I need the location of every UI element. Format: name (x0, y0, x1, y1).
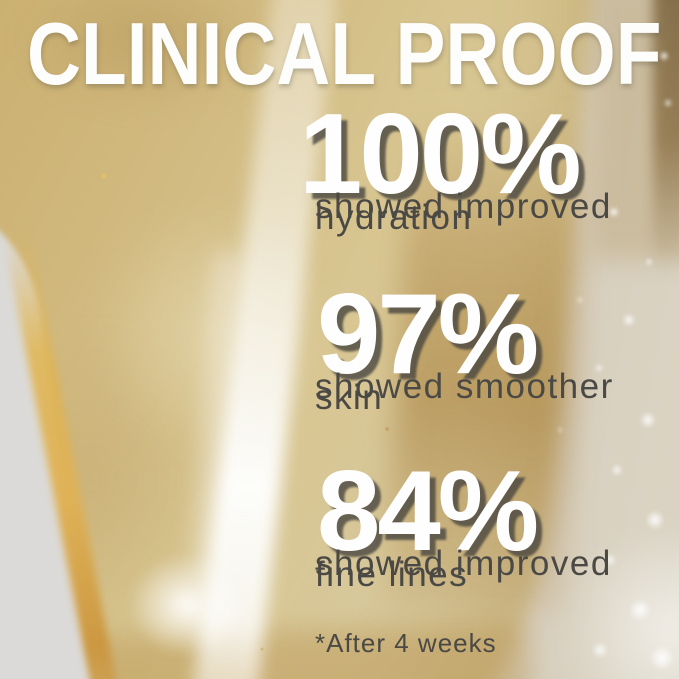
stat-description-line: showed improved (315, 544, 612, 583)
page-title: CLINICAL PROOF (27, 4, 662, 103)
stat-description-line: fine lines (315, 555, 469, 594)
stat-value: 84% (317, 448, 539, 575)
stat-description-line: showed smoother (315, 367, 614, 406)
stat-smoother-skin: 97% showed smoother skin (315, 271, 675, 417)
footnote: *After 4 weeks (315, 628, 497, 658)
stat-description-line: hydration (315, 198, 473, 237)
stat-value: 97% (317, 271, 539, 398)
stat-description-line: showed improved (315, 187, 612, 226)
stat-value: 100% (299, 91, 582, 218)
stat-fine-lines: 84% showed improved fine lines (315, 448, 675, 594)
stat-hydration: 100% showed improved hydration (299, 98, 675, 237)
stat-description-line: skin (315, 378, 384, 417)
